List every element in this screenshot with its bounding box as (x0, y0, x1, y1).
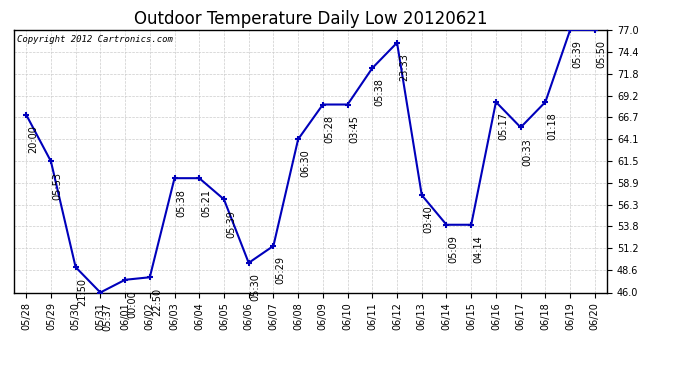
Text: 04:14: 04:14 (473, 235, 483, 263)
Text: 03:45: 03:45 (350, 115, 359, 143)
Text: 06:30: 06:30 (300, 150, 310, 177)
Text: 05:50: 05:50 (597, 40, 607, 69)
Text: 05:38: 05:38 (374, 79, 384, 106)
Text: 00:33: 00:33 (522, 138, 533, 166)
Text: 05:21: 05:21 (201, 189, 211, 217)
Text: 00:00: 00:00 (127, 290, 137, 318)
Text: Copyright 2012 Cartronics.com: Copyright 2012 Cartronics.com (17, 35, 172, 44)
Text: 05:39: 05:39 (572, 40, 582, 68)
Text: 05:53: 05:53 (53, 172, 63, 200)
Text: 05:39: 05:39 (226, 210, 236, 238)
Text: 23:33: 23:33 (399, 53, 409, 81)
Text: 05:29: 05:29 (275, 256, 286, 284)
Text: 20:00: 20:00 (28, 125, 38, 153)
Text: 05:09: 05:09 (448, 235, 458, 263)
Title: Outdoor Temperature Daily Low 20120621: Outdoor Temperature Daily Low 20120621 (134, 10, 487, 28)
Text: 01:18: 01:18 (547, 112, 558, 140)
Text: 05:37: 05:37 (102, 303, 112, 331)
Text: 21:50: 21:50 (77, 278, 88, 306)
Text: 22:50: 22:50 (152, 288, 161, 316)
Text: 05:30: 05:30 (250, 273, 261, 301)
Text: 05:17: 05:17 (498, 112, 508, 141)
Text: 05:38: 05:38 (177, 189, 186, 216)
Text: 05:28: 05:28 (325, 115, 335, 143)
Text: 03:40: 03:40 (424, 206, 434, 233)
